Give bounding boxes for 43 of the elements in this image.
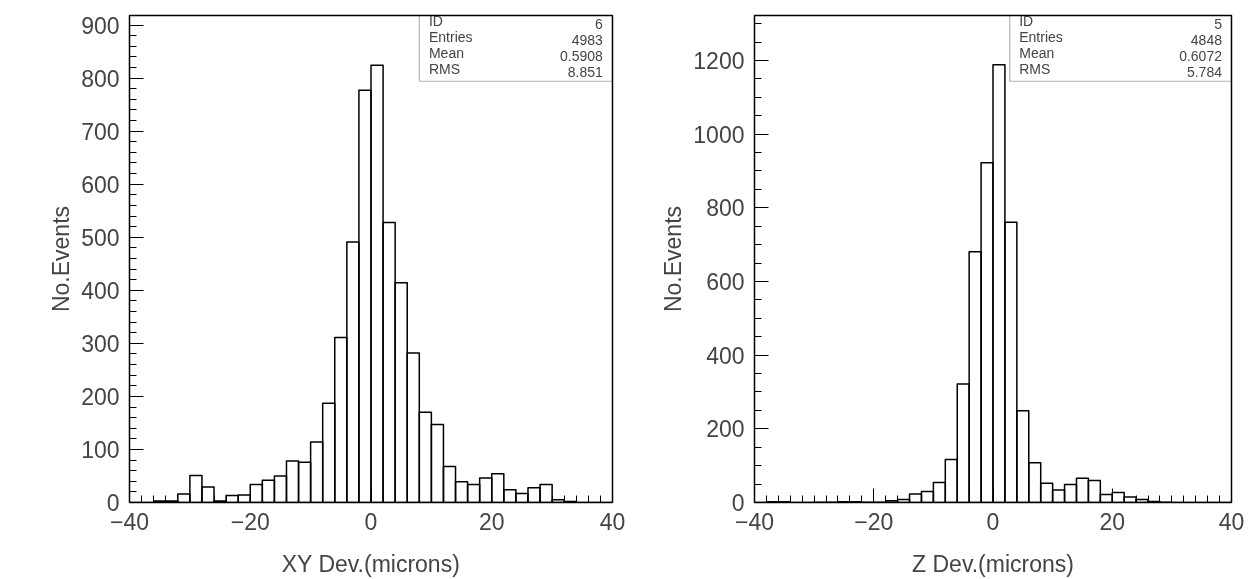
annotation: Entries bbox=[428, 29, 473, 46]
x-tick-label: 20 bbox=[1099, 508, 1126, 535]
y-tick-label: 200 bbox=[81, 383, 120, 410]
y-tick-label: 800 bbox=[706, 195, 745, 222]
annotation: RMS bbox=[428, 60, 461, 77]
annotation: Entries bbox=[1019, 29, 1063, 46]
x-tick-label: 0 bbox=[364, 508, 378, 535]
y-axis-title: No.Events bbox=[660, 205, 687, 313]
annotation: 0.5908 bbox=[560, 48, 604, 65]
annotation: Mean bbox=[428, 45, 464, 62]
y-tick-label: 400 bbox=[81, 277, 120, 304]
annotation: RMS bbox=[1019, 60, 1051, 77]
annotation: ID bbox=[428, 13, 443, 30]
annotation: 5 bbox=[1214, 16, 1223, 33]
annotation: 5.784 bbox=[1186, 63, 1223, 80]
x-tick-label: −20 bbox=[854, 508, 894, 535]
y-tick-label: 200 bbox=[706, 416, 745, 443]
x-tick-label: 40 bbox=[599, 508, 626, 535]
x-tick-label: 40 bbox=[1218, 508, 1245, 535]
annotation: 4983 bbox=[571, 32, 604, 49]
y-tick-label: 800 bbox=[81, 65, 120, 92]
y-tick-label: 600 bbox=[706, 268, 745, 295]
annotation: 6 bbox=[595, 16, 604, 33]
y-tick-label: 1000 bbox=[693, 121, 745, 148]
y-tick-label: 500 bbox=[81, 224, 120, 251]
annotation: 4848 bbox=[1190, 32, 1223, 49]
x-tick-label: −20 bbox=[230, 508, 270, 535]
y-axis-title: No.Events bbox=[48, 205, 75, 313]
y-tick-label: 100 bbox=[81, 436, 120, 463]
x-tick-label: 0 bbox=[986, 508, 1000, 535]
annotation: Mean bbox=[1019, 45, 1055, 62]
annotation: 8.851 bbox=[567, 63, 604, 80]
y-tick-label: 400 bbox=[706, 342, 745, 369]
y-tick-label: 900 bbox=[81, 12, 120, 39]
x-tick-label: 20 bbox=[478, 508, 505, 535]
x-axis-title: Z Dev.(microns) bbox=[912, 550, 1074, 577]
y-tick-label: 300 bbox=[81, 330, 120, 357]
y-tick-label: 1200 bbox=[693, 47, 745, 74]
y-tick-label: 600 bbox=[81, 171, 120, 198]
annotation: 0.6072 bbox=[1179, 48, 1223, 65]
annotation: ID bbox=[1019, 13, 1034, 30]
y-tick-label: 700 bbox=[81, 118, 120, 145]
x-axis-title: XY Dev.(microns) bbox=[281, 550, 460, 577]
